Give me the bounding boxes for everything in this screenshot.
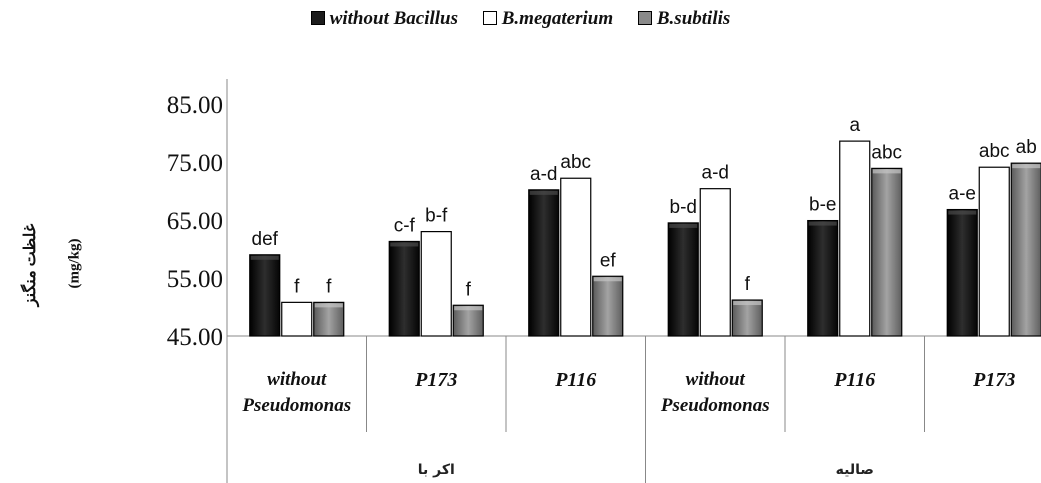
bar-letter-label: abc <box>560 152 591 173</box>
legend-item-b-subtilis: B.subtilis <box>637 8 731 30</box>
bar-letter-label: f <box>326 276 332 297</box>
y-tick-label: 55.00 <box>167 266 223 293</box>
bar-letter-label: b-d <box>670 197 697 218</box>
bar-letter-label: ab <box>1016 137 1037 158</box>
legend-swatch <box>637 11 652 25</box>
x-supergroup-label: صالیه <box>836 462 874 478</box>
bar-cap <box>454 306 483 311</box>
bar-cap <box>669 223 698 228</box>
x-group-label: without <box>267 369 327 390</box>
bar <box>528 189 560 337</box>
bar-letter-label: a <box>849 115 860 136</box>
bar-cap <box>948 210 977 215</box>
y-tick-label: 85.00 <box>167 92 223 119</box>
bar-letter-label: a-d <box>530 164 557 185</box>
bar-letter-label: f <box>466 279 472 300</box>
bar-letter-label: def <box>252 229 279 250</box>
bar-cap <box>250 255 279 260</box>
bar-letter-label: b-f <box>425 206 448 227</box>
bar <box>388 240 420 337</box>
legend-item-without-bacillus: without Bacillus <box>310 8 458 30</box>
y-tick-label: 65.00 <box>167 208 223 235</box>
bar <box>978 166 1010 337</box>
bar <box>839 140 871 337</box>
bar <box>452 304 484 337</box>
x-group-label: P173 <box>972 369 1015 391</box>
bar <box>420 231 452 337</box>
legend-swatch <box>310 11 325 25</box>
bar-cap <box>808 221 837 226</box>
bar <box>592 275 624 337</box>
bar-cap <box>390 242 419 247</box>
bar-letter-label: c-f <box>394 215 416 236</box>
legend-item-b-megaterium: B.megaterium <box>482 8 614 30</box>
x-group-label: Pseudomonas <box>241 395 351 416</box>
x-group-label: P173 <box>414 369 457 391</box>
bar-cap <box>733 301 762 306</box>
bar-letter-label: b-e <box>809 195 836 216</box>
bar <box>731 299 763 337</box>
bar <box>699 188 731 337</box>
bar-letter-label: abc <box>871 142 902 163</box>
bar-letter-label: f <box>294 276 300 297</box>
bar <box>1010 162 1041 337</box>
y-tick-label: 75.00 <box>167 150 223 177</box>
bar <box>249 254 281 337</box>
bar <box>807 219 839 337</box>
bar-letter-label: a-d <box>702 163 729 184</box>
bar-letter-label: abc <box>979 141 1010 162</box>
x-group-label: without <box>686 369 746 390</box>
bar-letter-label: a-e <box>949 184 976 205</box>
legend: without Bacillus B.megaterium B.subtilis <box>0 8 1041 30</box>
bar <box>871 167 903 337</box>
legend-label: without Bacillus <box>329 8 458 29</box>
bar-cap <box>1012 164 1041 169</box>
legend-label: B.megaterium <box>501 8 614 29</box>
bar-cap <box>872 169 901 174</box>
x-group-label: P116 <box>833 369 875 391</box>
bar <box>667 222 699 337</box>
x-supergroup-label: اکر با <box>418 462 455 478</box>
bar-letter-label: f <box>745 274 751 295</box>
bar <box>560 177 592 337</box>
bar <box>946 208 978 337</box>
bar-cap <box>529 190 558 195</box>
bar <box>313 301 345 337</box>
x-group-label: Pseudomonas <box>660 395 770 416</box>
y-tick-label: 45.00 <box>167 324 223 351</box>
bar-letter-label: ef <box>600 250 617 271</box>
bar-cap <box>593 277 622 282</box>
x-group-label: P116 <box>554 369 596 391</box>
legend-label: B.subtilis <box>656 8 731 29</box>
legend-swatch <box>482 11 497 25</box>
bar <box>281 301 313 337</box>
bar-cap <box>314 303 343 308</box>
